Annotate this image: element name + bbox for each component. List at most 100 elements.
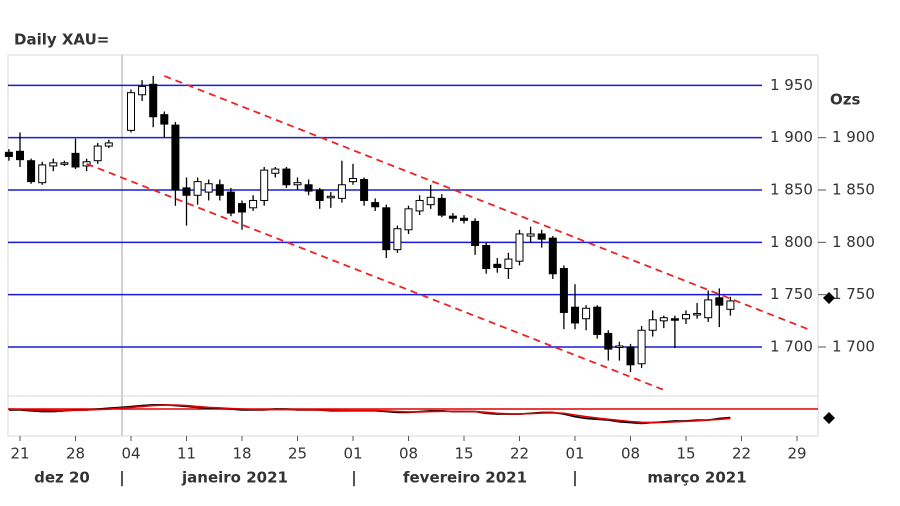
- candle-body: [504, 258, 513, 270]
- chart-title: Daily XAU=: [14, 31, 109, 49]
- x-tick-label: 08: [399, 445, 418, 463]
- candle-body: [4, 151, 13, 158]
- candle-body: [293, 182, 302, 186]
- candle-body: [93, 145, 102, 162]
- candle-body: [138, 85, 147, 96]
- candle-body: [226, 191, 235, 214]
- x-tick-label: 29: [787, 445, 806, 463]
- x-tick-label: 15: [676, 445, 695, 463]
- candle-body: [615, 345, 624, 348]
- candle-body: [282, 168, 291, 186]
- candle-body: [360, 179, 369, 201]
- candle-body: [493, 263, 502, 268]
- candle-body: [460, 217, 468, 221]
- candle-body: [582, 307, 591, 320]
- candle-body: [415, 199, 424, 212]
- candle-body: [326, 195, 335, 199]
- candle-body: [715, 297, 724, 306]
- candle-body: [71, 152, 80, 168]
- candle-body: [337, 184, 346, 199]
- candle-body: [271, 168, 280, 174]
- candle-body: [49, 162, 58, 167]
- candle-body: [60, 162, 69, 165]
- candle-body: [249, 199, 258, 209]
- level-label: 1 850: [770, 181, 813, 199]
- separator: |: [119, 469, 124, 488]
- candle-body: [659, 317, 668, 322]
- candle-body: [482, 244, 491, 270]
- candle-body: [382, 207, 391, 251]
- candle-body: [349, 177, 357, 183]
- month-label: fevereiro 2021: [403, 469, 527, 487]
- candle-body: [315, 189, 324, 201]
- candle-body: [304, 184, 313, 192]
- month-separators: | | |: [119, 469, 577, 488]
- candle-body: [559, 268, 568, 313]
- candle-body: [260, 169, 269, 201]
- candle-body: [682, 314, 690, 320]
- trend-line: [86, 163, 665, 391]
- y-tick-label: 1 750: [832, 285, 875, 303]
- candle-body: [16, 150, 24, 161]
- candle-body: [637, 329, 646, 365]
- unit-label: Ozs: [830, 91, 860, 109]
- candle-body: [193, 181, 202, 196]
- candle-body: [149, 83, 158, 118]
- candle-body: [604, 332, 613, 350]
- month-label: janeiro 2021: [181, 469, 288, 487]
- trend-line: [163, 75, 809, 331]
- candle-body: [537, 233, 546, 240]
- x-tick-label: 18: [232, 445, 251, 463]
- candle-body: [471, 220, 480, 246]
- level-label: 1 950: [770, 76, 813, 94]
- candle-body: [571, 306, 579, 324]
- candle-body: [693, 313, 702, 316]
- indicator-marker: [823, 412, 835, 424]
- candle-body: [204, 183, 213, 193]
- separator: |: [572, 469, 577, 488]
- candle-body: [238, 203, 246, 213]
- candle-body: [515, 233, 524, 262]
- candle-body: [160, 114, 169, 125]
- separator: |: [351, 469, 356, 488]
- candle-body: [648, 319, 657, 331]
- candle-body: [726, 300, 735, 310]
- level-label: 1 800: [770, 233, 813, 251]
- candle-body: [548, 237, 557, 275]
- candle-body: [127, 92, 135, 131]
- candle-body: [182, 187, 191, 196]
- month-label: dez 20: [34, 469, 90, 487]
- candle-body: [171, 124, 180, 191]
- candle-body: [104, 142, 113, 147]
- x-tick-label: 21: [10, 445, 29, 463]
- x-tick-label: 25: [288, 445, 307, 463]
- x-tick-label: 11: [177, 445, 196, 463]
- y-tick-label: 1 850: [832, 181, 875, 199]
- candle-body: [215, 184, 224, 196]
- level-label: 1 750: [770, 285, 813, 303]
- x-tick-label: 08: [621, 445, 640, 463]
- x-tick-label: 22: [732, 445, 751, 463]
- candle-body: [437, 197, 446, 216]
- candle-body: [27, 160, 36, 183]
- candle-body: [593, 306, 602, 335]
- x-tick-label: 15: [454, 445, 473, 463]
- x-tick-label: 04: [121, 445, 140, 463]
- month-label: março 2021: [647, 469, 746, 487]
- candle-body: [393, 228, 402, 251]
- y-tick-label: 1 900: [832, 128, 875, 146]
- plot-frame: [7, 54, 819, 437]
- x-tick-label: 22: [510, 445, 529, 463]
- level-label: 1 700: [770, 337, 813, 355]
- candle-body: [670, 318, 679, 321]
- candle-body: [404, 208, 413, 231]
- candle-body: [38, 164, 47, 184]
- candle-body: [626, 346, 635, 366]
- level-label: 1 900: [770, 128, 813, 146]
- indicator-line: [8, 404, 731, 424]
- x-tick-label: 28: [66, 445, 85, 463]
- y-tick-label: 1 700: [832, 337, 875, 355]
- x-tick-label: 01: [565, 445, 584, 463]
